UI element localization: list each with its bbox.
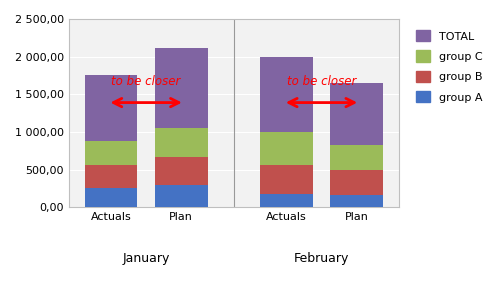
Bar xyxy=(85,141,138,165)
Text: February: February xyxy=(294,252,349,265)
Bar xyxy=(155,185,208,207)
Bar xyxy=(330,146,383,170)
Legend: TOTAL, group C, group B, group A: TOTAL, group C, group B, group A xyxy=(411,25,488,108)
Bar xyxy=(260,57,313,132)
Bar xyxy=(85,188,138,207)
Bar xyxy=(330,170,383,195)
Bar xyxy=(330,83,383,146)
Text: to be closer: to be closer xyxy=(111,75,181,88)
Bar xyxy=(85,165,138,188)
Text: to be closer: to be closer xyxy=(287,75,356,88)
Bar xyxy=(260,165,313,194)
Bar xyxy=(330,195,383,207)
Bar xyxy=(155,157,208,185)
Bar xyxy=(155,128,208,157)
Bar xyxy=(260,194,313,207)
Text: January: January xyxy=(122,252,170,265)
Bar xyxy=(85,75,138,141)
Bar xyxy=(260,132,313,165)
Bar xyxy=(155,48,208,128)
